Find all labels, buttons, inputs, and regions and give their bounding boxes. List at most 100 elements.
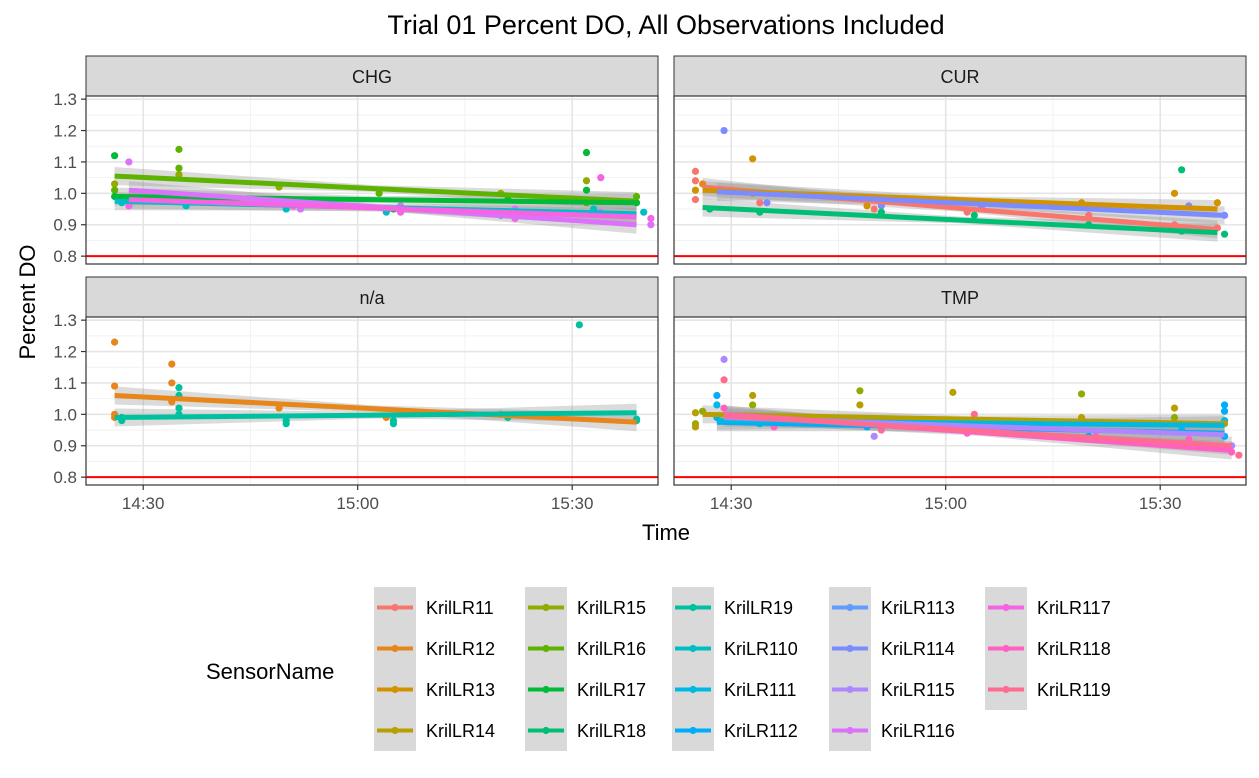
data-point (863, 202, 871, 210)
data-point (691, 167, 700, 175)
facet-3: TMP 14:30 15:00 15:30 (673, 276, 1247, 513)
data-point (1235, 451, 1243, 459)
legend-key-point (1002, 603, 1010, 612)
panel-border (673, 95, 1247, 265)
data-point (111, 152, 119, 160)
x-tick-label: 15:00 (924, 494, 967, 513)
trend-line (114, 410, 637, 420)
data-point (691, 196, 700, 204)
legend-entry: KriLR118 (985, 628, 1111, 669)
data-point (691, 186, 700, 194)
legend-title: SensorName (206, 659, 334, 684)
legend-entry: KriLR111 (672, 669, 796, 710)
data-point (949, 388, 957, 396)
y-tick-label: 0.9 (53, 216, 77, 235)
data-point (749, 155, 757, 163)
data-point (691, 409, 700, 417)
legend-label: KriLR113 (881, 598, 955, 618)
data-point (713, 401, 721, 409)
data-point (756, 199, 764, 207)
legend-label: KriLR111 (724, 680, 796, 700)
data-point (970, 410, 978, 418)
facet-strip (673, 55, 1247, 97)
trend-line (716, 189, 1225, 218)
data-point (125, 158, 133, 166)
legend-key-point (391, 603, 399, 612)
legend-label: KrilLR14 (426, 721, 495, 741)
legend-key-point (1002, 644, 1010, 653)
legend-entry: KrilLR17 (525, 669, 646, 710)
legend-label: KrilLR11 (426, 598, 494, 618)
facet-strip-label: TMP (941, 288, 979, 308)
legend-entry: KriLR117 (985, 587, 1111, 628)
data-point (640, 208, 648, 216)
data-point (691, 177, 700, 185)
data-point (1220, 407, 1229, 415)
legend-key-point (689, 603, 697, 612)
legend-entry: KrilLR16 (525, 628, 646, 669)
data-point (720, 376, 728, 384)
data-point (389, 420, 398, 428)
legend-key-point (542, 726, 550, 735)
x-tick-label: 14:30 (122, 494, 165, 513)
y-tick-label: 1.3 (53, 90, 77, 109)
legend-key-point (846, 644, 854, 653)
legend-label: KriLR118 (1037, 639, 1111, 659)
data-point (168, 379, 176, 387)
trend-line (114, 393, 637, 425)
data-point (282, 420, 290, 428)
legend-key-point (542, 603, 550, 612)
legend-entry: KriLR113 (829, 587, 955, 628)
y-tick-label: 1.2 (53, 122, 77, 141)
data-point (168, 360, 176, 368)
legend-label: KriLR117 (1037, 598, 1111, 618)
panel-border (85, 316, 659, 486)
data-point (175, 164, 183, 172)
legend-label: KriLR114 (881, 639, 955, 659)
data-point (1077, 390, 1086, 398)
facet-0: CHG 0.8 0.9 1.0 1.1 1.2 1.3 (53, 55, 659, 266)
data-point (582, 148, 591, 157)
x-tick-label: 15:00 (336, 494, 379, 513)
legend-label: KriLR116 (881, 721, 955, 741)
legend-label: KriLR110 (724, 639, 798, 659)
legend-label: KrilLR17 (577, 680, 646, 700)
data-point (1178, 166, 1186, 174)
data-point (1170, 404, 1179, 412)
legend-label: KrilLR13 (426, 680, 495, 700)
facet-1: CUR (673, 55, 1247, 265)
data-point (720, 355, 728, 363)
legend-entry: KrilLR19 (672, 587, 793, 628)
y-tick-label: 0.8 (53, 247, 77, 266)
x-tick-label: 14:30 (710, 494, 753, 513)
legend-entry: KrilLR12 (374, 628, 495, 669)
legend-entry: KriLR115 (829, 669, 955, 710)
legend-key-point (846, 603, 854, 612)
panel-border (85, 95, 659, 265)
trend-line (702, 204, 1218, 236)
data-point (856, 401, 864, 409)
data-point (870, 205, 878, 213)
facet-strip (85, 55, 659, 97)
y-tick-label: 1.3 (53, 311, 77, 330)
legend-entry: KrilLR13 (374, 669, 495, 710)
data-point (175, 145, 183, 153)
data-point (175, 384, 183, 392)
legend-key-point (391, 644, 399, 653)
legend-key-point (391, 726, 399, 735)
legend-entry: KriLR110 (672, 628, 798, 669)
legend-label: KriLR119 (1037, 680, 1111, 700)
legend-key-point (542, 685, 550, 694)
x-tick-label: 15:30 (1139, 494, 1182, 513)
data-point (175, 170, 183, 179)
facet-panels: CHG 0.8 0.9 1.0 1.1 1.2 1.3 CUR n/a 0.8 0.9 1.0 1.1 1… (53, 55, 1247, 513)
legend-key-point (542, 644, 550, 653)
legend-key-point (689, 644, 697, 653)
data-point (111, 382, 119, 390)
chart-title: Trial 01 Percent DO, All Observations In… (387, 10, 944, 40)
legend-label: KrilLR16 (577, 639, 646, 659)
legend-entry: KrilLR11 (374, 587, 494, 628)
data-point (111, 338, 119, 346)
data-point (647, 214, 655, 223)
